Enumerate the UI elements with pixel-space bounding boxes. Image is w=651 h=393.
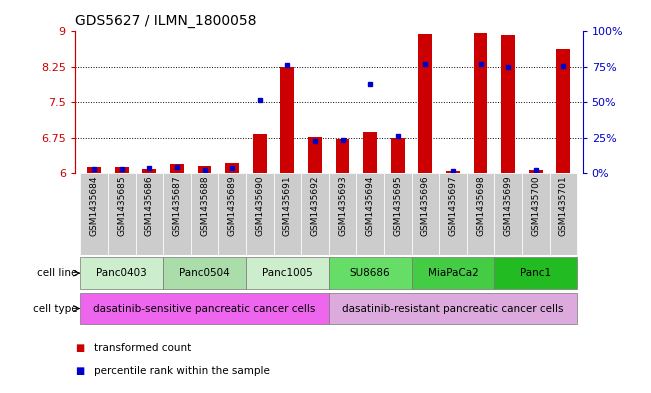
Text: Panc1: Panc1 [520, 268, 551, 278]
Bar [329, 292, 577, 325]
Bar [301, 173, 329, 255]
Text: ■: ■ [75, 366, 84, 376]
Bar [419, 34, 432, 173]
Bar [80, 173, 108, 255]
Text: GSM1435687: GSM1435687 [173, 175, 182, 236]
Bar [549, 173, 577, 255]
Bar [246, 257, 329, 289]
Text: GSM1435695: GSM1435695 [393, 175, 402, 236]
Text: GSM1435689: GSM1435689 [228, 175, 237, 236]
Text: Panc0403: Panc0403 [96, 268, 147, 278]
Text: percentile rank within the sample: percentile rank within the sample [94, 366, 270, 376]
Text: cell type: cell type [33, 303, 77, 314]
Bar [356, 173, 384, 255]
Bar [80, 257, 163, 289]
Bar [143, 169, 156, 173]
Bar [308, 137, 322, 173]
Bar [467, 173, 494, 255]
Bar [522, 173, 549, 255]
Bar [163, 173, 191, 255]
Text: MiaPaCa2: MiaPaCa2 [428, 268, 478, 278]
Text: GSM1435697: GSM1435697 [449, 175, 458, 236]
Bar [411, 257, 494, 289]
Bar [218, 173, 246, 255]
Text: GSM1435700: GSM1435700 [531, 175, 540, 236]
Bar [163, 257, 246, 289]
Text: GSM1435685: GSM1435685 [117, 175, 126, 236]
Bar [253, 134, 267, 173]
Bar [191, 173, 218, 255]
Text: GSM1435692: GSM1435692 [311, 175, 320, 236]
Bar [336, 140, 350, 173]
Bar [225, 163, 239, 173]
Text: cell line: cell line [37, 268, 77, 278]
Text: GSM1435698: GSM1435698 [476, 175, 485, 236]
Bar [108, 173, 135, 255]
Bar [494, 173, 522, 255]
Bar [446, 171, 460, 173]
Text: GSM1435693: GSM1435693 [338, 175, 347, 236]
Bar [135, 173, 163, 255]
Bar [273, 173, 301, 255]
Bar [557, 49, 570, 173]
Text: SU8686: SU8686 [350, 268, 391, 278]
Text: GSM1435696: GSM1435696 [421, 175, 430, 236]
Text: GSM1435694: GSM1435694 [366, 175, 374, 236]
Bar [80, 292, 329, 325]
Text: GSM1435684: GSM1435684 [90, 175, 99, 236]
Text: GSM1435690: GSM1435690 [255, 175, 264, 236]
Bar [474, 33, 488, 173]
Text: GDS5627 / ILMN_1800058: GDS5627 / ILMN_1800058 [75, 14, 256, 28]
Text: GSM1435699: GSM1435699 [504, 175, 512, 236]
Bar [198, 166, 212, 173]
Bar [494, 257, 577, 289]
Bar [529, 170, 543, 173]
Bar [329, 173, 356, 255]
Text: GSM1435686: GSM1435686 [145, 175, 154, 236]
Text: dasatinib-resistant pancreatic cancer cells: dasatinib-resistant pancreatic cancer ce… [342, 303, 564, 314]
Text: GSM1435701: GSM1435701 [559, 175, 568, 236]
Bar [501, 35, 515, 173]
Bar [363, 132, 377, 173]
Bar [329, 257, 411, 289]
Bar [439, 173, 467, 255]
Text: transformed count: transformed count [94, 343, 191, 353]
Text: GSM1435688: GSM1435688 [200, 175, 209, 236]
Bar [384, 173, 411, 255]
Bar [170, 164, 184, 173]
Text: dasatinib-sensitive pancreatic cancer cells: dasatinib-sensitive pancreatic cancer ce… [93, 303, 316, 314]
Text: Panc0504: Panc0504 [179, 268, 230, 278]
Bar [411, 173, 439, 255]
Text: GSM1435691: GSM1435691 [283, 175, 292, 236]
Bar [391, 138, 405, 173]
Text: Panc1005: Panc1005 [262, 268, 312, 278]
Bar [281, 67, 294, 173]
Bar [115, 167, 129, 173]
Bar [87, 167, 101, 173]
Bar [246, 173, 273, 255]
Text: ■: ■ [75, 343, 84, 353]
